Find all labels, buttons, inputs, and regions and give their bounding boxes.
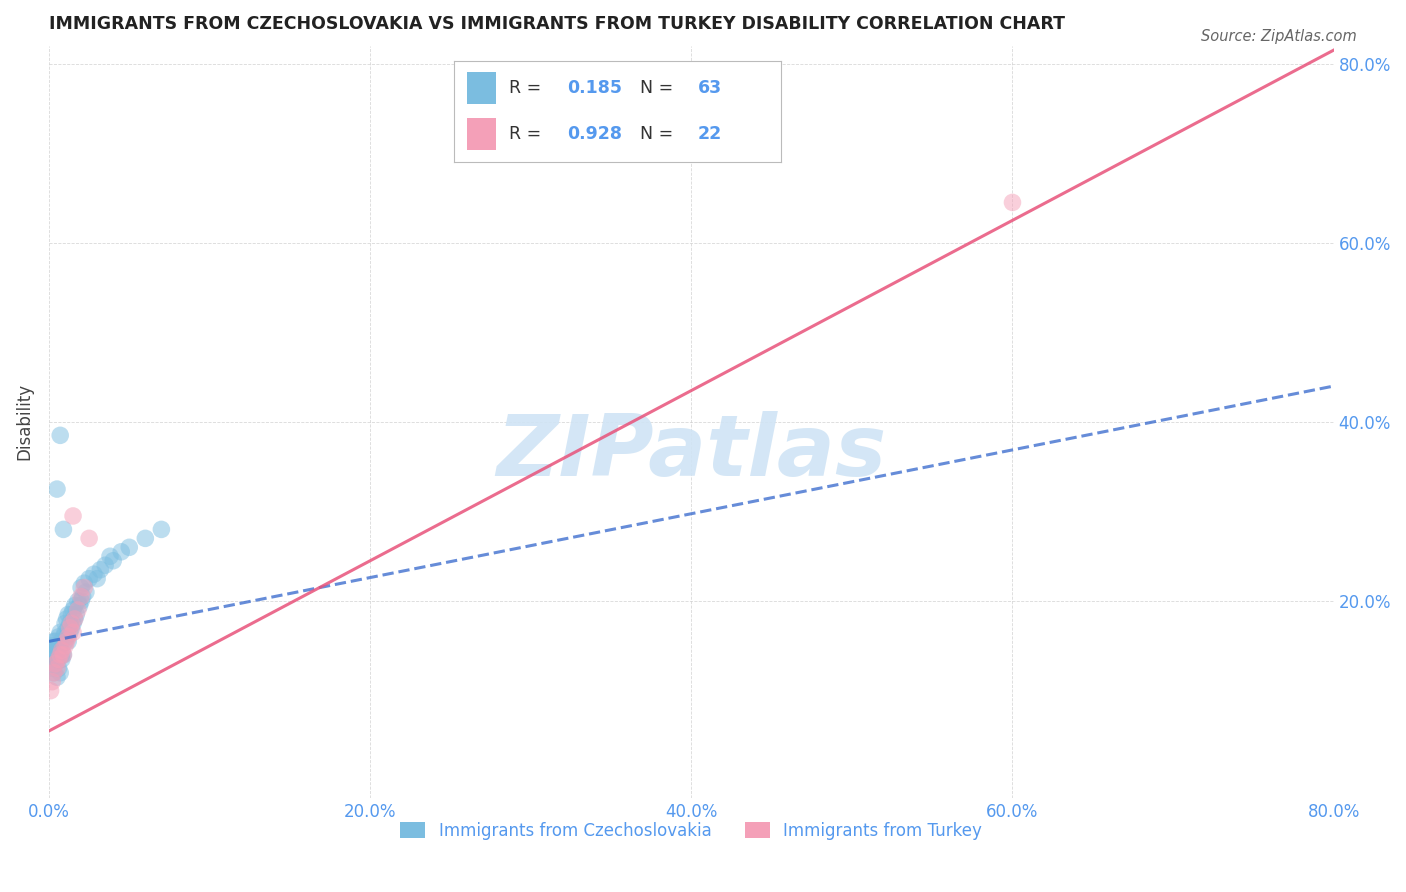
Point xyxy=(55,630,77,644)
Point xyxy=(39,683,62,698)
Point xyxy=(60,621,83,635)
Point xyxy=(77,532,100,546)
Point xyxy=(70,594,93,608)
Point xyxy=(49,665,72,680)
Point xyxy=(58,621,80,635)
Point xyxy=(58,634,80,648)
Point xyxy=(51,643,73,657)
Text: Source: ZipAtlas.com: Source: ZipAtlas.com xyxy=(1201,29,1357,44)
Point xyxy=(52,648,75,662)
Point xyxy=(59,616,82,631)
Point xyxy=(46,639,69,653)
Point xyxy=(59,621,82,635)
Point xyxy=(48,643,70,657)
Point xyxy=(63,612,86,626)
Point xyxy=(39,657,62,671)
Point xyxy=(65,607,87,622)
Point xyxy=(62,625,84,640)
Point xyxy=(51,634,73,648)
Point xyxy=(41,674,63,689)
Point xyxy=(49,428,72,442)
Point xyxy=(44,643,66,657)
Point xyxy=(118,541,141,555)
Point xyxy=(42,665,65,680)
Point xyxy=(110,545,132,559)
Text: IMMIGRANTS FROM CZECHOSLOVAKIA VS IMMIGRANTS FROM TURKEY DISABILITY CORRELATION : IMMIGRANTS FROM CZECHOSLOVAKIA VS IMMIGR… xyxy=(49,15,1064,33)
Point xyxy=(62,616,84,631)
Point xyxy=(63,599,86,613)
Point xyxy=(52,630,75,644)
Point xyxy=(41,652,63,666)
Point xyxy=(46,652,69,666)
Point xyxy=(58,630,80,644)
Text: ZIPatlas: ZIPatlas xyxy=(496,410,886,493)
Point xyxy=(103,554,125,568)
Point xyxy=(1001,195,1024,210)
Point xyxy=(44,634,66,648)
Point xyxy=(59,625,82,640)
Point xyxy=(60,607,83,622)
Point xyxy=(48,652,70,666)
Point xyxy=(48,630,70,644)
Point xyxy=(49,625,72,640)
Point xyxy=(70,581,93,595)
Point xyxy=(150,522,173,536)
Y-axis label: Disability: Disability xyxy=(15,384,32,460)
Point xyxy=(41,661,63,675)
Point xyxy=(55,634,77,648)
Point xyxy=(94,558,117,573)
Point xyxy=(63,612,86,626)
Point xyxy=(42,665,65,680)
Point xyxy=(73,576,96,591)
Point xyxy=(86,572,108,586)
Point xyxy=(72,590,94,604)
Point xyxy=(62,508,84,523)
Point xyxy=(51,648,73,662)
Point xyxy=(52,522,75,536)
Point xyxy=(46,670,69,684)
Point xyxy=(42,634,65,648)
Point xyxy=(49,648,72,662)
Point xyxy=(134,532,156,546)
Point xyxy=(89,563,111,577)
Point xyxy=(42,648,65,662)
Point xyxy=(51,652,73,666)
Point xyxy=(69,599,91,613)
Point xyxy=(66,603,89,617)
Point xyxy=(73,581,96,595)
Point xyxy=(60,616,83,631)
Point xyxy=(53,625,76,640)
Point xyxy=(52,648,75,662)
Point xyxy=(44,657,66,671)
Point xyxy=(77,572,100,586)
Point xyxy=(83,567,105,582)
Point xyxy=(58,607,80,622)
Point xyxy=(49,639,72,653)
Point xyxy=(75,585,97,599)
Point xyxy=(53,639,76,653)
Point xyxy=(70,590,93,604)
Point xyxy=(48,661,70,675)
Point xyxy=(53,634,76,648)
Legend: Immigrants from Czechoslovakia, Immigrants from Turkey: Immigrants from Czechoslovakia, Immigran… xyxy=(394,815,988,847)
Point xyxy=(46,661,69,675)
Point xyxy=(41,639,63,653)
Point xyxy=(55,612,77,626)
Point xyxy=(44,657,66,671)
Point xyxy=(98,549,121,564)
Point xyxy=(46,482,69,496)
Point xyxy=(62,603,84,617)
Point xyxy=(66,594,89,608)
Point xyxy=(53,616,76,631)
Point xyxy=(39,643,62,657)
